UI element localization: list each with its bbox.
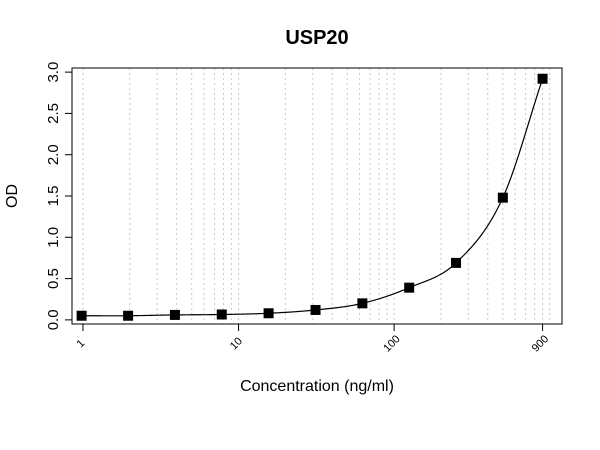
x-axis-label: Concentration (ng/ml) (240, 378, 394, 395)
data-point (497, 192, 508, 203)
data-point (357, 298, 368, 309)
y-tick-label: 1.0 (45, 227, 62, 248)
axes: 0.0 0.5 1.0 1.5 2.0 2.5 3.0 1 10 100 900 (45, 62, 551, 355)
data-point (76, 310, 87, 321)
y-tick-label: 2.5 (45, 103, 62, 124)
y-axis-label: OD (4, 184, 21, 208)
fit-curve (81, 78, 544, 317)
gridlines (82, 68, 551, 324)
data-point (263, 308, 274, 319)
data-point (537, 73, 548, 84)
y-tick-label: 0.0 (45, 309, 62, 330)
y-tick-label: 3.0 (45, 62, 62, 83)
x-tick-label: 900 (530, 333, 551, 354)
data-point (404, 282, 415, 293)
plot-frame (71, 67, 563, 325)
x-tick-label: 100 (381, 333, 402, 354)
x-tick-label: 1 (74, 337, 87, 350)
data-point (310, 304, 321, 315)
data-point (123, 310, 134, 321)
y-tick-label: 0.5 (45, 268, 62, 289)
data-point (451, 257, 462, 268)
data-point (216, 309, 227, 320)
x-tick-label: 10 (228, 335, 245, 352)
chart-title: USP20 (285, 27, 348, 49)
y-tick-label: 1.5 (45, 186, 62, 207)
y-tick-label: 2.0 (45, 144, 62, 165)
data-points (76, 73, 548, 321)
data-point (169, 309, 180, 320)
